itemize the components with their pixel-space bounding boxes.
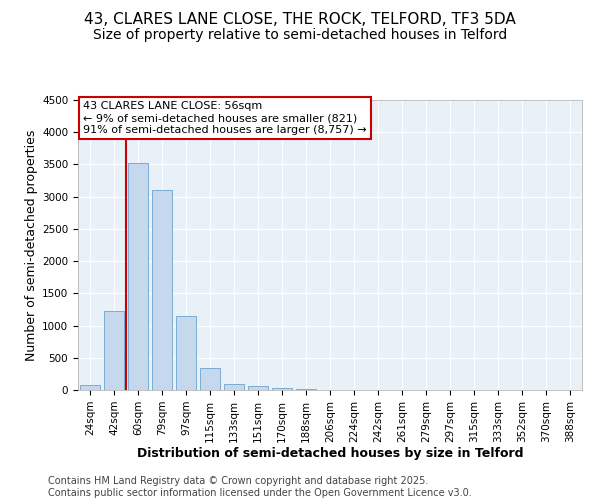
- Bar: [80, 385, 100, 390]
- Bar: [272, 388, 292, 390]
- Bar: [224, 384, 244, 390]
- Bar: [176, 316, 196, 390]
- Text: Contains HM Land Registry data © Crown copyright and database right 2025.
Contai: Contains HM Land Registry data © Crown c…: [48, 476, 472, 498]
- X-axis label: Distribution of semi-detached houses by size in Telford: Distribution of semi-detached houses by …: [137, 448, 523, 460]
- Text: Size of property relative to semi-detached houses in Telford: Size of property relative to semi-detach…: [93, 28, 507, 42]
- Bar: [104, 312, 124, 390]
- Bar: [248, 386, 268, 390]
- Text: 43 CLARES LANE CLOSE: 56sqm
← 9% of semi-detached houses are smaller (821)
91% o: 43 CLARES LANE CLOSE: 56sqm ← 9% of semi…: [83, 102, 367, 134]
- Text: 43, CLARES LANE CLOSE, THE ROCK, TELFORD, TF3 5DA: 43, CLARES LANE CLOSE, THE ROCK, TELFORD…: [84, 12, 516, 28]
- Bar: [128, 163, 148, 390]
- Bar: [200, 368, 220, 390]
- Bar: [152, 190, 172, 390]
- Y-axis label: Number of semi-detached properties: Number of semi-detached properties: [25, 130, 38, 360]
